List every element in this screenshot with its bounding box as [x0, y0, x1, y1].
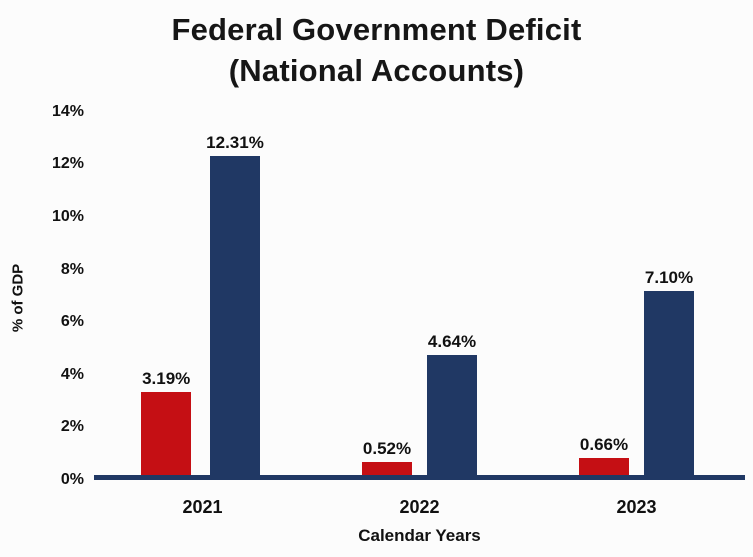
navy-bar-2021	[210, 155, 260, 475]
x-axis-title: Calendar Years	[358, 525, 481, 545]
navy-bar-wrap: 12.31%	[206, 133, 264, 475]
red-bar-wrap: 0.52%	[362, 439, 412, 475]
bar-value-label: 3.19%	[142, 368, 191, 388]
red-bar-wrap: 3.19%	[141, 368, 192, 475]
bar-value-label: 4.64%	[427, 331, 477, 351]
x-tick-label-2023: 2023	[616, 496, 657, 517]
bar-value-label: 0.52%	[362, 438, 412, 458]
y-tick-label: 6%	[60, 313, 84, 331]
y-tick-label: 4%	[60, 365, 84, 383]
navy-bar-wrap: 7.10%	[644, 268, 694, 475]
red-bar-wrap: 0.66%	[579, 435, 629, 475]
red-bar-2021	[141, 391, 192, 475]
bar-value-label: 0.66%	[579, 434, 629, 454]
red-bar-2023	[579, 457, 629, 475]
navy-bar-wrap: 4.64%	[427, 332, 477, 475]
plot-area: 3.19% 12.31% 0.52% 4.64% 0.66% 7.10%	[94, 112, 745, 480]
y-tick-label: 0%	[60, 470, 84, 488]
y-axis-title-wrap: % of GDP	[0, 112, 36, 485]
x-axis-tick-labels: 2021 2022 2023	[94, 497, 745, 518]
bar-group-2022: 0.52% 4.64%	[362, 332, 477, 475]
y-tick-label: 12%	[51, 155, 84, 173]
y-tick-label: 8%	[60, 260, 84, 278]
x-tick-label-2022: 2022	[399, 496, 440, 517]
y-axis-title: % of GDP	[9, 264, 27, 333]
navy-bar-2023	[644, 290, 694, 475]
y-tick-label: 10%	[51, 207, 84, 225]
chart-body: % of GDP 0% 2% 4% 6% 8% 10% 12% 14% 3.19% 12.31%…	[0, 103, 753, 487]
chart-title: Federal Government Deficit	[171, 12, 582, 47]
chart-title-block: Federal Government Deficit (National Acc…	[0, 10, 753, 92]
red-bar-2022	[362, 461, 412, 475]
bar-group-2021: 3.19% 12.31%	[141, 133, 264, 475]
navy-bar-2022	[427, 354, 477, 475]
y-tick-label: 14%	[51, 102, 84, 120]
bar-value-label: 7.10%	[644, 267, 694, 287]
x-tick-label-2021: 2021	[182, 496, 223, 517]
bar-value-label: 12.31%	[206, 132, 264, 152]
y-tick-label: 2%	[60, 418, 84, 436]
chart-subtitle: (National Accounts)	[228, 52, 525, 88]
bar-group-2023: 0.66% 7.10%	[579, 268, 694, 475]
y-axis-tick-labels: 0% 2% 4% 6% 8% 10% 12% 14%	[36, 103, 94, 487]
